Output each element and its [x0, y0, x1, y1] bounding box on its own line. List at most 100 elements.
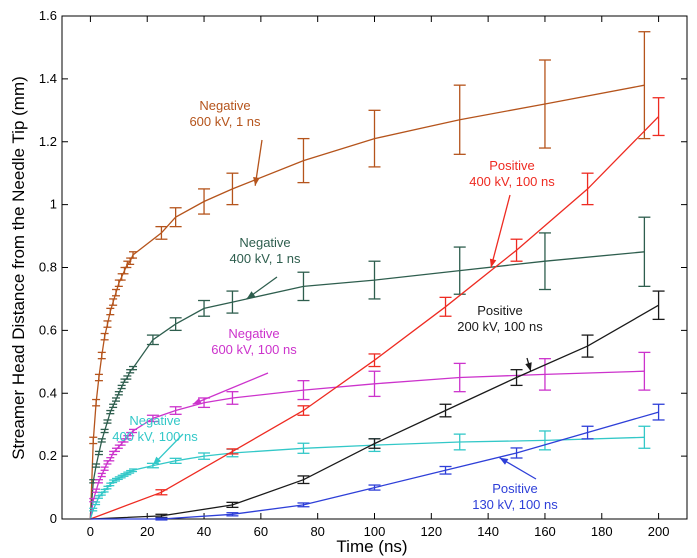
- error-bar: [368, 260, 381, 300]
- x-tick-label: 80: [310, 524, 324, 539]
- series-0: [89, 31, 651, 520]
- error-bar: [94, 373, 103, 382]
- annotation-label: Positive: [477, 303, 523, 318]
- error-bar: [297, 405, 310, 416]
- error-bar: [198, 299, 211, 317]
- error-bar: [510, 447, 523, 459]
- x-tick-label: 180: [591, 524, 613, 539]
- x-tick-label: 40: [197, 524, 211, 539]
- error-bar: [581, 172, 594, 206]
- error-bar: [453, 433, 466, 451]
- y-tick-label: 0.2: [39, 448, 57, 463]
- error-bar: [129, 251, 138, 259]
- error-bar: [439, 296, 452, 317]
- error-bar: [538, 232, 551, 291]
- series-layer: [89, 31, 665, 521]
- error-bar: [106, 307, 115, 316]
- error-bar: [89, 507, 98, 512]
- error-bar: [538, 430, 551, 451]
- annotation-label: Positive: [489, 158, 535, 173]
- annotation-label: Positive: [492, 481, 538, 496]
- series-1: [89, 216, 651, 520]
- error-bar: [92, 501, 101, 506]
- error-bar: [439, 403, 452, 418]
- error-bar: [368, 353, 381, 368]
- error-bar: [117, 384, 126, 390]
- x-tick-label: 100: [364, 524, 386, 539]
- x-tick-label: 0: [87, 524, 94, 539]
- annotation-arrow-head: [253, 177, 260, 186]
- error-bar: [297, 502, 310, 508]
- y-tick-label: 0.4: [39, 385, 57, 400]
- error-bar: [97, 438, 106, 443]
- annotation-label: Negative: [228, 326, 279, 341]
- annotation-arrow-head: [152, 456, 162, 465]
- error-bar: [146, 414, 159, 423]
- error-bar: [652, 97, 665, 137]
- error-bar: [226, 512, 239, 517]
- error-bar: [169, 406, 182, 415]
- error-bar: [106, 409, 115, 415]
- y-tick-label: 1.6: [39, 8, 57, 23]
- error-bar: [123, 375, 132, 380]
- x-tick-label: 200: [648, 524, 670, 539]
- annotation-label: 200 kV, 100 ns: [457, 319, 543, 334]
- error-bar: [169, 317, 182, 332]
- error-bar: [453, 84, 466, 155]
- y-tick-label: 1: [50, 197, 57, 212]
- error-bar: [129, 365, 138, 371]
- annotation-arrow-shaft: [192, 372, 269, 405]
- error-bar: [368, 438, 381, 449]
- series-6: [90, 403, 665, 521]
- y-axis-title: Streamer Head Distance from the Needle T…: [9, 76, 28, 460]
- error-bar: [226, 290, 239, 314]
- series-4: [90, 97, 665, 520]
- x-tick-label: 20: [140, 524, 154, 539]
- error-bar: [226, 172, 239, 206]
- error-bar: [652, 290, 665, 321]
- error-bar: [226, 391, 239, 405]
- y-tick-label: 0.6: [39, 322, 57, 337]
- error-bar: [169, 207, 182, 228]
- error-bar: [581, 425, 594, 440]
- x-tick-label: 120: [420, 524, 442, 539]
- annotation-label: 400 kV, 100 ns: [112, 429, 198, 444]
- error-bar: [89, 436, 98, 445]
- error-bar: [368, 370, 381, 398]
- y-tick-label: 0.8: [39, 260, 57, 275]
- error-bar: [368, 484, 381, 491]
- x-tick-label: 160: [534, 524, 556, 539]
- ticks: 0 20 40 60 80 100 120 140 160 180 200 0 0.2 0.4 0.6 0.8…: [39, 8, 687, 539]
- series-2: [89, 351, 651, 520]
- annotation-label: 130 kV, 100 ns: [472, 497, 558, 512]
- annotation-label: 600 kV, 1 ns: [189, 114, 261, 129]
- error-bar: [510, 238, 523, 262]
- error-bar: [155, 517, 168, 521]
- error-bar: [100, 466, 109, 471]
- annotation-label: Negative: [129, 413, 180, 428]
- error-bar: [297, 380, 310, 401]
- annotation-arrow-head: [246, 291, 256, 299]
- y-tick-label: 1.4: [39, 71, 57, 86]
- error-bar: [97, 351, 106, 360]
- error-bar: [155, 489, 168, 496]
- error-bar: [581, 334, 594, 358]
- annotation-arrow-shaft: [490, 194, 511, 268]
- error-bar: [94, 479, 103, 484]
- error-bar: [638, 216, 651, 288]
- error-bar: [297, 271, 310, 302]
- error-bar: [226, 501, 239, 509]
- error-bar: [146, 334, 159, 346]
- error-bar: [100, 332, 109, 341]
- annotation-label: 400 kV, 100 ns: [469, 174, 555, 189]
- error-bar: [109, 298, 118, 306]
- error-bar: [92, 398, 101, 407]
